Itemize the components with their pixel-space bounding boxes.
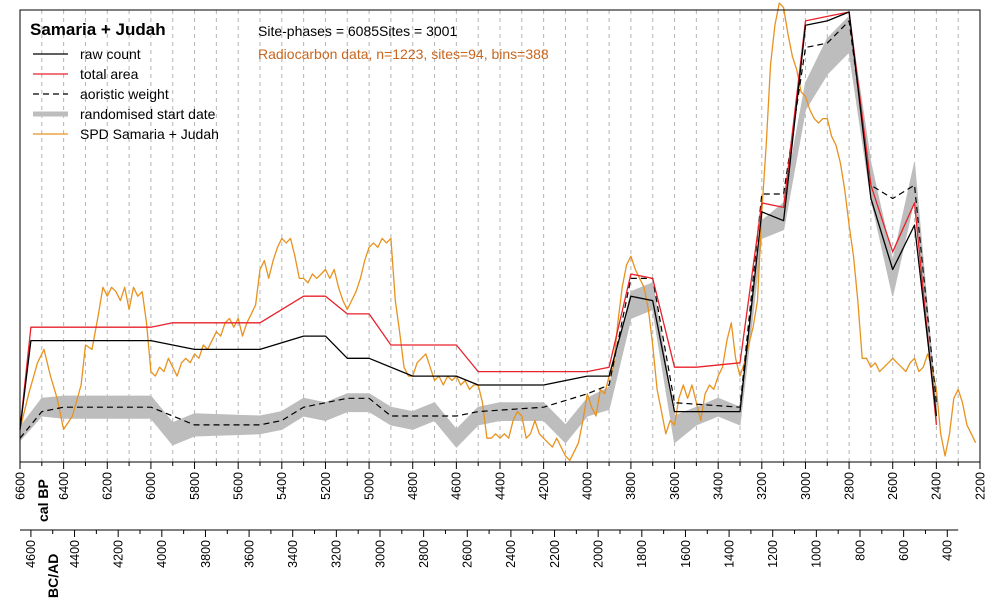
- x-tick-label: 3400: [711, 472, 725, 500]
- x-tick-label: 5200: [319, 472, 333, 500]
- chart-title: Samaria + Judah: [30, 20, 166, 39]
- x-tick-label: 3000: [373, 540, 387, 568]
- x-tick-label: 4400: [68, 540, 82, 568]
- x-tick-label: 2600: [461, 540, 475, 568]
- x-tick-label: 2800: [417, 540, 431, 568]
- x-tick-label: 1800: [635, 540, 649, 568]
- x-tick-label: 2400: [504, 540, 518, 568]
- x-tick-label: 4200: [111, 540, 125, 568]
- x-tick-label: 3800: [624, 472, 638, 500]
- x-axis-bc-ad-title: BC/AD: [45, 554, 61, 598]
- series-aoristic-weight: [19, 20, 937, 439]
- x-tick-label: 1600: [679, 540, 693, 568]
- x-tick-label: 2200: [548, 540, 562, 568]
- x-tick-label: 6000: [144, 472, 158, 500]
- x-axis-bc-ad: 4600 4400 4200 4000 3800 3600 3400 3200 3000 2800…: [20, 529, 959, 568]
- x-tick-label: 3200: [755, 472, 769, 500]
- x-tick-label: 1400: [722, 540, 736, 568]
- x-tick-label: 3000: [799, 472, 813, 500]
- x-tick-label: 3600: [242, 540, 256, 568]
- x-tick-label: 4600: [450, 472, 464, 500]
- x-tick-label: 1200: [766, 540, 780, 568]
- x-tick-label: 1000: [810, 540, 824, 568]
- legend: Samaria + Judah raw count total area aoris…: [30, 20, 219, 142]
- legend-entry: total area: [80, 66, 139, 82]
- x-tick-label: 5800: [188, 472, 202, 500]
- x-tick-label: 2200: [973, 472, 987, 500]
- x-tick-label: 4600: [24, 540, 38, 568]
- x-tick-label: 4000: [155, 540, 169, 568]
- x-tick-label: 3200: [330, 540, 344, 568]
- x-tick-label: 5000: [362, 472, 376, 500]
- x-tick-label: 4800: [406, 472, 420, 500]
- x-tick-label: 6200: [101, 472, 115, 500]
- x-tick-label: 6600: [13, 472, 27, 500]
- legend-entry: SPD Samaria + Judah: [80, 126, 219, 142]
- legend-entry: randomised start date: [80, 106, 216, 122]
- radiocarbon-annotation: Radiocarbon data, n=1223, sites=94, bins…: [258, 46, 549, 62]
- x-tick-label: 2800: [842, 472, 856, 500]
- x-tick-label: 600: [897, 540, 911, 561]
- x-tick-label: 6400: [57, 472, 71, 500]
- series-raw-count: [19, 11, 938, 430]
- x-tick-label: 4400: [493, 472, 507, 500]
- series-layer: [19, 2, 977, 462]
- x-tick-label: 2400: [930, 472, 944, 500]
- x-tick-label: 5600: [231, 472, 245, 500]
- series-spd-samaria-judah: [19, 2, 977, 462]
- grid: [41, 10, 959, 462]
- x-tick-label: 800: [853, 540, 867, 561]
- x-tick-label: 2000: [591, 540, 605, 568]
- x-tick-label: 2600: [886, 472, 900, 500]
- site-phases-annotation: Site-phases = 6085Sites = 3001: [258, 23, 457, 39]
- x-axis-cal-bp-title: cal BP: [35, 479, 51, 522]
- x-axis-cal-bp: 6600 6400 6200 6000 5800 5600 5400 5200 5000 4800…: [13, 461, 987, 500]
- series-total-area: [19, 11, 938, 430]
- x-tick-label: 3800: [199, 540, 213, 568]
- x-tick-label: 400: [941, 540, 955, 561]
- x-tick-label: 5400: [275, 472, 289, 500]
- x-tick-label: 3400: [286, 540, 300, 568]
- x-tick-label: 4200: [537, 472, 551, 500]
- legend-entry: aoristic weight: [80, 86, 169, 102]
- x-tick-label: 4000: [581, 472, 595, 500]
- x-tick-label: 3600: [668, 472, 682, 500]
- legend-entry: raw count: [80, 46, 141, 62]
